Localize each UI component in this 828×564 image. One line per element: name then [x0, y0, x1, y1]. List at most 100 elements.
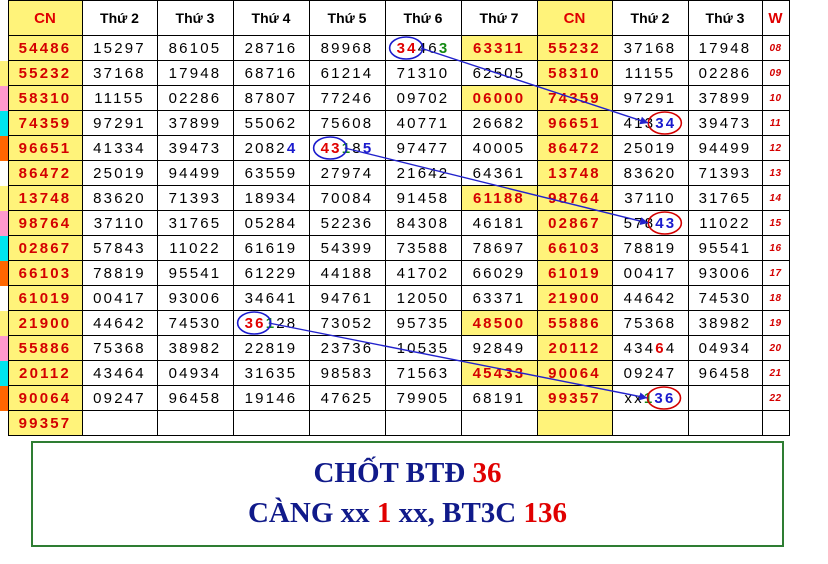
table-row: 54486 15297 86105 28716 89968 34463 63311 55232…	[0, 35, 790, 61]
prediction-label-1: CHỐT BTĐ	[313, 457, 473, 489]
header-mon-2: Thứ 2	[611, 0, 689, 36]
cell-mon: 37110	[81, 210, 158, 236]
week-number: 17	[761, 260, 790, 286]
week-number: 16	[761, 235, 790, 261]
cell-tue: 39473	[156, 135, 234, 161]
prediction-value-2b: 1	[376, 497, 392, 529]
cell-cn: 86472	[7, 160, 83, 186]
row-color-marker	[0, 110, 9, 136]
lottery-results-grid: CN Thứ 2 Thứ 3 Thứ 4 Thứ 5 Thứ 6 Thứ 7 C…	[0, 0, 790, 436]
week-number: 09	[761, 60, 790, 86]
cell-mon-2: 83620	[611, 160, 689, 186]
cell-thu: 89968	[308, 35, 386, 61]
cell-mon-2: 78819	[611, 235, 689, 261]
row-color-marker	[0, 285, 9, 311]
cell-fri: 10535	[384, 335, 462, 361]
cell-mon: 15297	[81, 35, 158, 61]
cell-sat: 66029	[460, 260, 538, 286]
cell-sat: 06000	[460, 85, 538, 111]
cell-cn-2: 55886	[536, 310, 613, 336]
cell-mon-2: 25019	[611, 135, 689, 161]
cell-wed: 55062	[232, 110, 310, 136]
cell-mon: 09247	[81, 385, 158, 411]
cell-wed: 18934	[232, 185, 310, 211]
cell-cn: 98764	[7, 210, 83, 236]
row-color-marker	[0, 210, 9, 236]
cell-wed: 20824	[232, 135, 310, 161]
cell-mon-2: 43464	[611, 335, 689, 361]
cell-cn-2: 61019	[536, 260, 613, 286]
cell-sat: 92849	[460, 335, 538, 361]
cell-tue-2: 37899	[687, 85, 763, 111]
cell-tue: 71393	[156, 185, 234, 211]
cell-cn-2: 96651	[536, 110, 613, 136]
row-color-marker	[0, 35, 9, 61]
cell-mon-2: 11155	[611, 60, 689, 86]
cell-fri: 12050	[384, 285, 462, 311]
cell-tue-2: 39473	[687, 110, 763, 136]
header-sat: Thứ 7	[460, 0, 538, 36]
cell-tue-2: 71393	[687, 160, 763, 186]
cell-cn: 13748	[7, 185, 83, 211]
cell-wed: 28716	[232, 35, 310, 61]
cell-cn: 21900	[7, 310, 83, 336]
header-fri: Thứ 6	[384, 0, 462, 36]
cell-mon: 25019	[81, 160, 158, 186]
cell-sat: 26682	[460, 110, 538, 136]
cell-tue-2: 02286	[687, 60, 763, 86]
cell-cn-2: 02867	[536, 210, 613, 236]
cell-mon: 43464	[81, 360, 158, 386]
cell-cn: 61019	[7, 285, 83, 311]
cell-cn-2: 20112	[536, 335, 613, 361]
cell-fri: 09702	[384, 85, 462, 111]
prediction-value-1: 36	[472, 457, 502, 489]
row-color-marker	[0, 260, 9, 286]
cell-tue-2: 74530	[687, 285, 763, 311]
cell-tue: 04934	[156, 360, 234, 386]
cell-tue: 02286	[156, 85, 234, 111]
cell-tue-2: 31765	[687, 185, 763, 211]
cell-tue: 96458	[156, 385, 234, 411]
table-row: 13748 83620 71393 18934 70084 91458 61188 98764…	[0, 185, 790, 211]
cell-tue: 11022	[156, 235, 234, 261]
cell-cn: 20112	[7, 360, 83, 386]
week-number: 11	[761, 110, 790, 136]
cell-thu: 61214	[308, 60, 386, 86]
table-row: 99357	[0, 410, 790, 436]
cell-tue: 38982	[156, 335, 234, 361]
week-number: 18	[761, 285, 790, 311]
cell-thu: 98583	[308, 360, 386, 386]
prediction-value-2d: 136	[523, 497, 568, 529]
row-color-marker	[0, 60, 9, 86]
week-number: 12	[761, 135, 790, 161]
cell-tue-2: 95541	[687, 235, 763, 261]
cell-tue: 86105	[156, 35, 234, 61]
cell-mon: 11155	[81, 85, 158, 111]
cell-mon-2: xx136	[611, 385, 689, 411]
prediction-label-2a: CÀNG xx	[247, 497, 377, 529]
table-row: 58310 11155 02286 87807 77246 09702 06000 74359…	[0, 85, 790, 111]
cell-wed: 19146	[232, 385, 310, 411]
table-row: 74359 97291 37899 55062 75608 40771 26682 96651…	[0, 110, 790, 136]
cell-tue-2: 93006	[687, 260, 763, 286]
cell-mon-2: 75368	[611, 310, 689, 336]
cell-tue-2: 96458	[687, 360, 763, 386]
cell-cn-2: 13748	[536, 160, 613, 186]
week-number: 21	[761, 360, 790, 386]
header-wed: Thứ 4	[232, 0, 310, 36]
cell-fri: 79905	[384, 385, 462, 411]
cell-mon-2: 37168	[611, 35, 689, 61]
cell-mon-2	[611, 410, 689, 436]
cell-fri: 40771	[384, 110, 462, 136]
cell-wed: 61619	[232, 235, 310, 261]
cell-sat: 45433	[460, 360, 538, 386]
cell-mon: 44642	[81, 310, 158, 336]
table-row: 02867 57843 11022 61619 54399 73588 78697 66103…	[0, 235, 790, 261]
cell-wed: 87807	[232, 85, 310, 111]
cell-mon: 37168	[81, 60, 158, 86]
cell-cn-2: 99357	[536, 385, 613, 411]
cell-cn-2: 86472	[536, 135, 613, 161]
row-color-marker	[0, 135, 9, 161]
cell-mon-2: 57843	[611, 210, 689, 236]
table-row: 86472 25019 94499 63559 27974 21642 64361 13748…	[0, 160, 790, 186]
